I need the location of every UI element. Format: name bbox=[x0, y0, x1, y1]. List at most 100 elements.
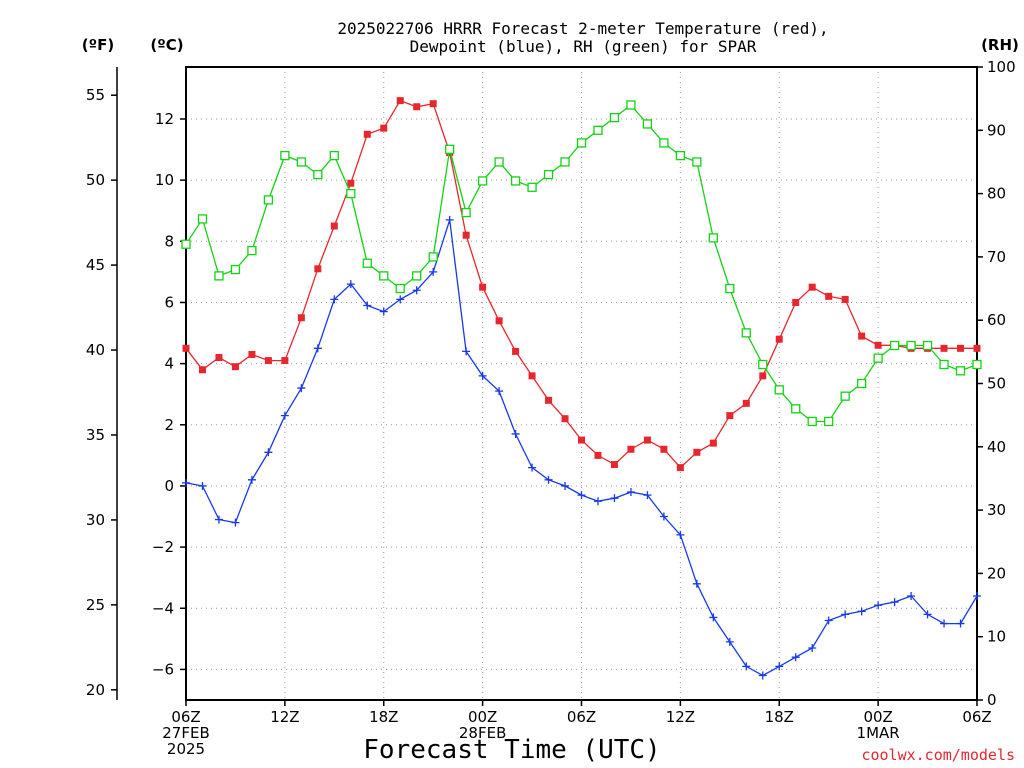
dewpoint-point bbox=[956, 619, 965, 628]
rh-point bbox=[230, 264, 241, 275]
fahrenheit-tick-label: 50 bbox=[86, 171, 105, 189]
temperature-point bbox=[874, 341, 882, 349]
rh-point bbox=[708, 233, 718, 243]
temperature-point bbox=[973, 344, 981, 352]
temperature-point bbox=[957, 344, 965, 352]
temperature-point bbox=[643, 436, 651, 444]
fahrenheit-tick-label: 45 bbox=[86, 256, 105, 274]
rh-point bbox=[873, 353, 883, 363]
fahrenheit-tick-label: 55 bbox=[86, 86, 105, 104]
temperature-point bbox=[627, 445, 635, 453]
x-tick-label: 06Z bbox=[567, 708, 596, 726]
temperature-point bbox=[512, 347, 520, 355]
dewpoint-point bbox=[775, 662, 784, 671]
rh-point bbox=[247, 245, 257, 256]
rh-tick-label: 50 bbox=[987, 375, 1006, 393]
dewpoint-point bbox=[758, 671, 767, 680]
dewpoint-point bbox=[330, 295, 339, 304]
rh-point bbox=[609, 112, 620, 123]
temperature-point bbox=[610, 461, 618, 469]
dewpoint-point bbox=[313, 344, 322, 353]
rh-point bbox=[329, 150, 339, 161]
x-tick-label: 12Z bbox=[270, 708, 299, 726]
temperature-point bbox=[726, 412, 734, 420]
rh-point bbox=[214, 271, 224, 281]
rh-point bbox=[346, 188, 356, 199]
temperature-point bbox=[363, 130, 371, 138]
dewpoint-point bbox=[346, 280, 355, 289]
temperature-point bbox=[676, 464, 684, 472]
rh-point bbox=[412, 271, 422, 281]
dewpoint-point bbox=[445, 215, 454, 224]
temperature-point bbox=[775, 335, 783, 343]
dewpoint-point bbox=[264, 448, 273, 457]
celsius-tick-label: −4 bbox=[152, 599, 174, 617]
x-tick-label: 27FEB bbox=[162, 724, 209, 742]
rh-point bbox=[494, 157, 504, 167]
temperature-point bbox=[380, 124, 388, 132]
rh-point bbox=[263, 195, 274, 205]
dewpoint-point bbox=[626, 488, 635, 497]
dewpoint-point bbox=[528, 463, 537, 472]
dewpoint-point bbox=[824, 616, 833, 625]
x-tick-label: 12Z bbox=[666, 708, 695, 726]
temperature-point bbox=[742, 399, 750, 407]
x-tick-label: 2025 bbox=[167, 740, 205, 758]
celsius-tick-label: −6 bbox=[152, 660, 174, 678]
dewpoint-point bbox=[725, 637, 734, 646]
dewpoint-point bbox=[544, 475, 553, 484]
fahrenheit-tick-label: 20 bbox=[86, 681, 105, 699]
dewpoint-point bbox=[742, 662, 751, 671]
rh-tick-label: 20 bbox=[987, 564, 1006, 582]
temperature-point bbox=[479, 283, 487, 291]
rh-point bbox=[939, 359, 949, 370]
rh-tick-label: 80 bbox=[987, 185, 1006, 203]
celsius-tick-label: 0 bbox=[164, 477, 174, 495]
rh-point bbox=[659, 138, 669, 148]
temperature-point bbox=[858, 332, 866, 340]
temperature-point bbox=[231, 363, 239, 371]
grid-lines bbox=[186, 67, 977, 700]
rh-point bbox=[477, 176, 488, 186]
rh-point bbox=[593, 125, 603, 135]
temperature-point bbox=[297, 314, 305, 322]
dewpoint-point bbox=[231, 518, 240, 527]
rh-point bbox=[379, 271, 389, 281]
x-tick-label: 06Z bbox=[962, 708, 991, 726]
rh-tick-label: 90 bbox=[987, 121, 1006, 139]
dewpoint-point bbox=[379, 307, 388, 316]
temperature-point bbox=[330, 222, 338, 230]
dewpoint-point bbox=[692, 579, 701, 588]
rh-tick-label: 30 bbox=[987, 501, 1006, 519]
temperature-point bbox=[545, 396, 553, 404]
fahrenheit-tick-label: 40 bbox=[86, 341, 105, 359]
dewpoint-point bbox=[396, 295, 405, 304]
rh-point bbox=[791, 404, 801, 414]
temperature-point bbox=[561, 415, 569, 423]
temperature-point bbox=[709, 439, 717, 447]
dewpoint-point bbox=[890, 598, 899, 607]
temperature-point bbox=[462, 231, 470, 239]
dewpoint-point bbox=[940, 619, 949, 628]
x-tick-label: 00Z bbox=[468, 708, 497, 726]
rh-point bbox=[445, 144, 455, 154]
temperature-point bbox=[347, 179, 355, 187]
fahrenheit-tick-label: 35 bbox=[86, 426, 105, 444]
x-tick-label: 00Z bbox=[863, 708, 892, 726]
rh-point bbox=[395, 283, 405, 294]
rh-tick-label: 100 bbox=[987, 58, 1016, 76]
chart-text: 2025022706 HRRR Forecast 2-meter Tempera… bbox=[82, 19, 1019, 765]
rh-point bbox=[840, 391, 850, 401]
rh-point bbox=[626, 100, 636, 110]
dewpoint-point bbox=[297, 384, 306, 393]
x-tick-label: 18Z bbox=[369, 708, 398, 726]
rh-point bbox=[280, 150, 290, 161]
rh-point bbox=[889, 340, 900, 351]
rh-point bbox=[758, 359, 768, 370]
temperature-point bbox=[578, 436, 585, 444]
dewpoint-point bbox=[429, 267, 438, 276]
fahrenheit-unit-label: (ºF) bbox=[82, 36, 114, 54]
dewpoint-point bbox=[478, 371, 487, 380]
dewpoint-point bbox=[709, 613, 718, 622]
